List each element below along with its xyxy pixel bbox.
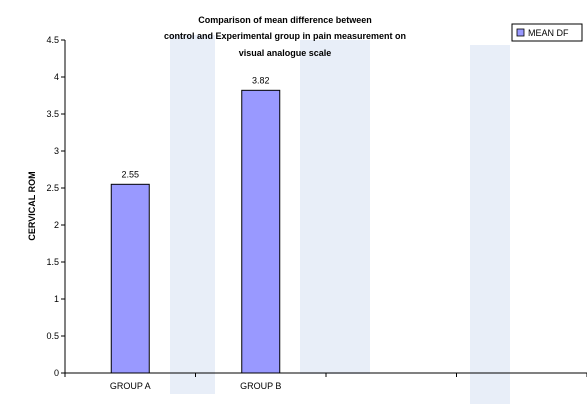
legend-swatch (516, 28, 525, 37)
legend-label: MEAN DF (528, 28, 569, 38)
y-tick-label: 2 (54, 220, 59, 230)
x-tick-label: GROUP A (110, 381, 151, 391)
y-tick-label: 3 (54, 146, 59, 156)
bar-group-a (110, 183, 150, 374)
x-axis-ticks: GROUP A GROUP B (64, 373, 587, 391)
bars (110, 89, 281, 374)
data-labels: 2.55 3.82 (121, 75, 269, 179)
watermark-shape (470, 45, 510, 404)
legend-box (511, 23, 583, 42)
watermark-shape (300, 40, 370, 374)
y-tick-label: 0.5 (46, 331, 59, 341)
y-tick-label: 3.5 (46, 109, 59, 119)
y-tick-label: 1.5 (46, 257, 59, 267)
y-tick-label: 4.5 (46, 35, 59, 45)
y-tick-label: 2.5 (46, 183, 59, 193)
chart-title-line-3: visual analogue scale (239, 48, 332, 58)
data-label: 2.55 (121, 169, 139, 179)
chart-title-line-1: Comparison of mean difference between (198, 15, 372, 25)
y-tick-label: 4 (54, 72, 59, 82)
chart-title: Comparison of mean difference between co… (164, 15, 406, 58)
y-tick-label: 0 (54, 368, 59, 378)
y-axis-ticks: 0 0.5 1 1.5 2 2.5 3 3.5 4 4.5 (46, 35, 65, 378)
chart-title-line-2: control and Experimental group in pain m… (164, 31, 406, 41)
watermark-shape (170, 35, 215, 394)
data-label: 3.82 (252, 75, 270, 85)
bar-group-b (241, 89, 281, 374)
legend: MEAN DF (511, 23, 583, 42)
y-tick-label: 1 (54, 294, 59, 304)
x-tick-label: GROUP B (240, 381, 281, 391)
y-axis-label: CERVICAL ROM (27, 171, 37, 240)
